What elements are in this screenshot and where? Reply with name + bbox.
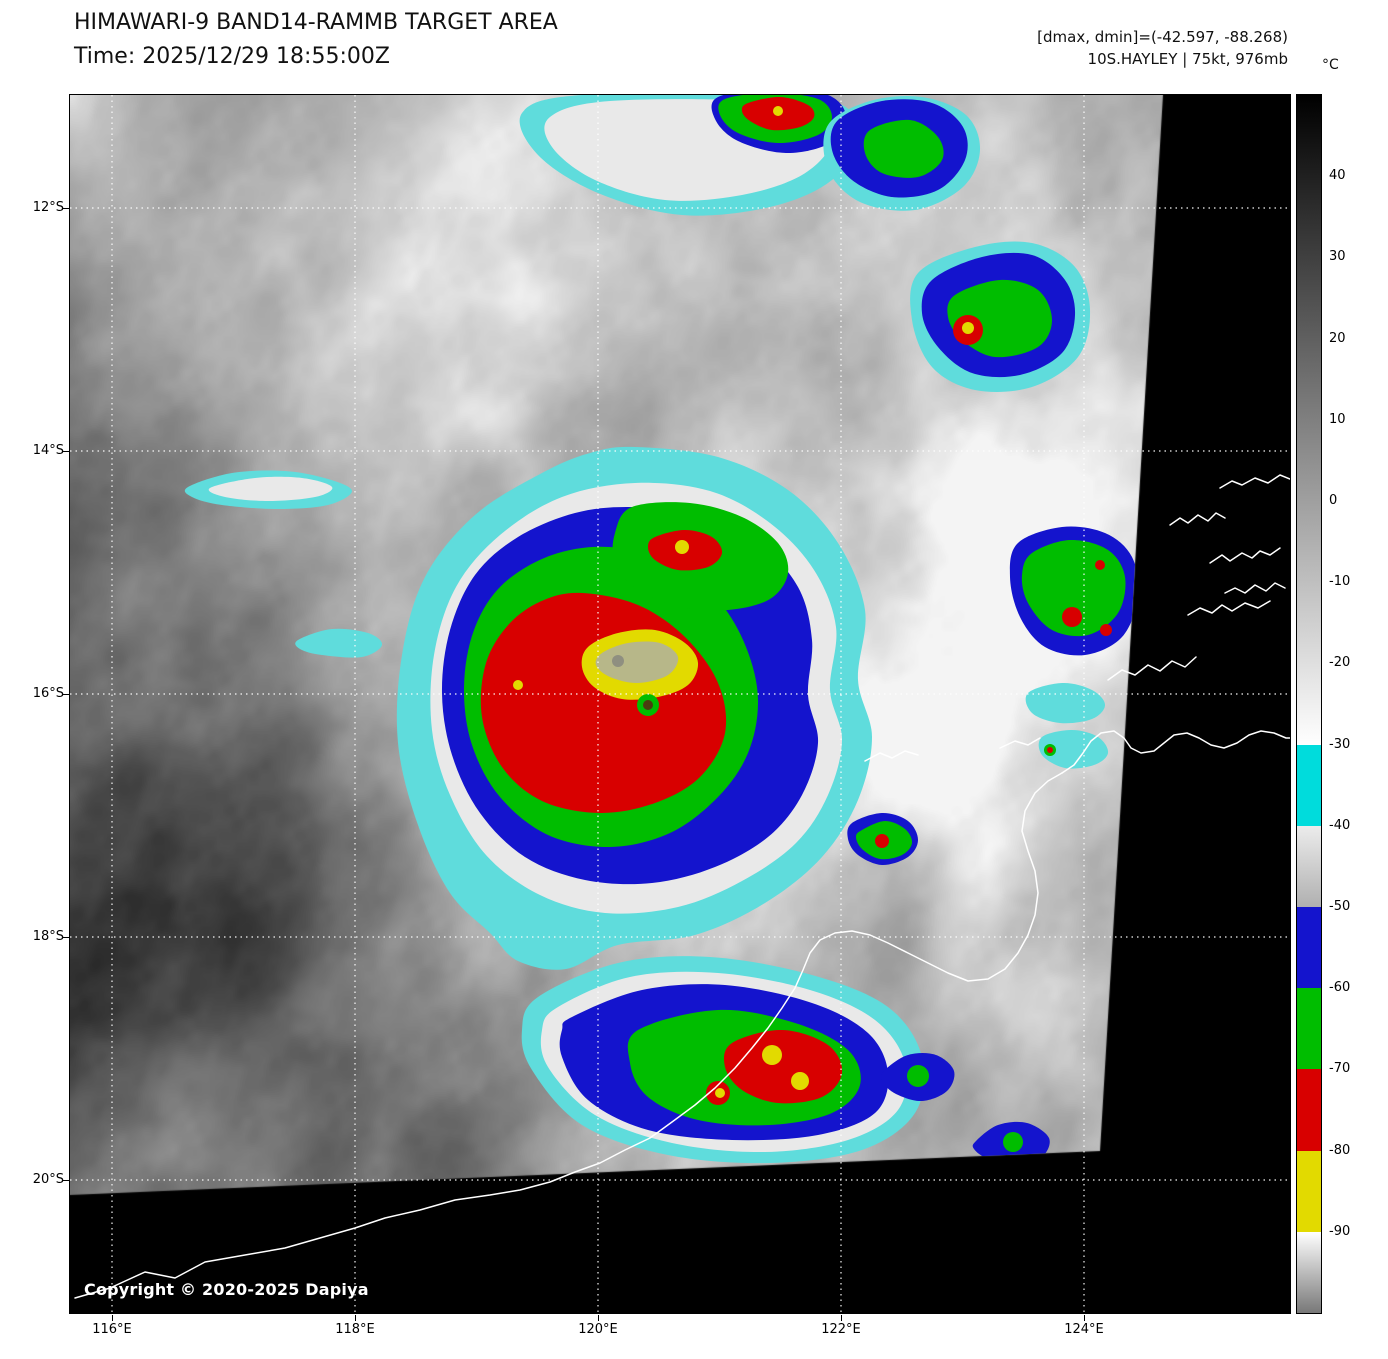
bottomright-cell2-green [1003, 1132, 1023, 1152]
imagery-overlay [70, 95, 1290, 1313]
cyan-patch-a [1025, 682, 1105, 724]
convection-features [184, 95, 1139, 1168]
colorbar-tick-30: 30 [1329, 249, 1346, 265]
colorbar-tick-20: 20 [1329, 330, 1346, 346]
colorbar-segment--40-to--50 [1297, 825, 1321, 908]
cyclone-yellow-west-dot [513, 680, 523, 690]
colorbar-tick--80: -80 [1329, 1142, 1351, 1158]
lat-label-14: 14°S [32, 443, 64, 458]
coast-pilbara-kimberley [74, 772, 1063, 1299]
colorbar-segment--80-to--90 [1297, 1150, 1321, 1233]
left-cloud-cyan-fringe-2 [295, 628, 383, 658]
product-title: HIMAWARI-9 BAND14-RAMMB TARGET AREA [74, 10, 558, 35]
lon-label-122: 122°E [821, 1322, 861, 1337]
island-chain-8 [1107, 656, 1197, 681]
colorbar-tick-10: 10 [1329, 411, 1346, 427]
cyclone-core-warm-mottle [595, 641, 679, 684]
lat-tickmark-18 [63, 937, 69, 938]
colorbar-tick--70: -70 [1329, 1061, 1351, 1077]
colorbar-tick--60: -60 [1329, 980, 1351, 996]
colorbar-tick-40: 40 [1329, 168, 1346, 184]
island-chain-7 [864, 750, 919, 762]
coast-king-sound [1061, 730, 1290, 774]
lon-tickmark-120 [598, 1315, 599, 1321]
bottom-band-yellow-3 [715, 1088, 725, 1098]
island-chain-5 [1219, 474, 1290, 489]
lon-label-124: 124°E [1064, 1322, 1104, 1337]
cyan-patch-b [1038, 730, 1109, 769]
right-cell-yellow-dot [962, 322, 974, 334]
colorbar-segment--50-to--60 [1297, 907, 1321, 989]
rightmid-cell-red-1 [1062, 607, 1082, 627]
island-chain-4 [1187, 600, 1271, 616]
colorbar [1296, 94, 1322, 1314]
lat-label-18: 18°S [32, 929, 64, 944]
coastlines [74, 474, 1290, 1299]
cyclone-core-gray-dot [612, 655, 624, 667]
dmax-dmin-readout: [dmax, dmin]=(-42.597, -88.268) [1037, 28, 1288, 46]
top-cell-yellow-dot [773, 106, 783, 116]
island-chain-3 [1224, 582, 1286, 594]
bottom-band-yellow-1 [762, 1045, 782, 1065]
rightmid-cell-red-3 [1095, 560, 1105, 570]
cyclone-eye-dark-spot [643, 700, 653, 710]
cyan-patch-red-dot [1047, 747, 1053, 753]
colorbar-segment--90-to--100 [1297, 1231, 1321, 1313]
lon-label-116: 116°E [92, 1322, 132, 1337]
lon-tickmark-122 [841, 1315, 842, 1321]
colorbar-tick--20: -20 [1329, 655, 1351, 671]
rightmid-cell-red-2 [1100, 624, 1112, 636]
lon-tickmark-118 [355, 1315, 356, 1321]
lon-tickmark-116 [112, 1315, 113, 1321]
lat-tickmark-14 [63, 451, 69, 452]
map-viewport: Copyright © 2020-2025 Dapiya [69, 94, 1291, 1314]
bottom-band-yellow-2 [791, 1072, 809, 1090]
colorbar-tick--40: -40 [1329, 817, 1351, 833]
lat-tickmark-12 [63, 208, 69, 209]
lat-tickmark-20 [63, 1180, 69, 1181]
lat-label-16: 16°S [32, 686, 64, 701]
colorbar-tick--50: -50 [1329, 899, 1351, 914]
bottomright-cell1-green [907, 1065, 929, 1087]
colorbar-segment--60-to--70 [1297, 988, 1321, 1070]
left-cloud-core-1 [208, 476, 333, 501]
colorbar-segment--30-to--40 [1297, 744, 1321, 827]
lon-label-118: 118°E [335, 1322, 375, 1337]
lon-tickmark-124 [1084, 1315, 1085, 1321]
lat-tickmark-16 [63, 694, 69, 695]
copyright-notice: Copyright © 2020-2025 Dapiya [84, 1280, 369, 1299]
bottom-band-red-1 [723, 1029, 843, 1104]
colorbar-segment-50-to--30 [1297, 95, 1321, 746]
island-chain-6 [999, 737, 1041, 749]
topright-cell-green [863, 119, 944, 178]
coastal-cell-red-dot [875, 834, 889, 848]
colorbar-tick-0: 0 [1329, 493, 1338, 508]
colorbar-segment--70-to--80 [1297, 1069, 1321, 1152]
product-timestamp: Time: 2025/12/29 18:55:00Z [74, 44, 390, 69]
colorbar-tick--10: -10 [1329, 574, 1351, 590]
cyclone-north-yellow-dot [675, 540, 689, 554]
lat-label-20: 20°S [32, 1172, 64, 1187]
lon-label-120: 120°E [578, 1322, 618, 1337]
colorbar-tick--90: -90 [1329, 1223, 1351, 1239]
storm-info: 10S.HAYLEY | 75kt, 976mb [1087, 50, 1288, 68]
lat-label-12: 12°S [32, 200, 64, 215]
island-chain-2 [1209, 547, 1281, 564]
colorbar-tick--30: -30 [1329, 736, 1351, 752]
colorbar-unit-label: °C [1322, 57, 1339, 73]
island-chain-1 [1169, 512, 1226, 526]
